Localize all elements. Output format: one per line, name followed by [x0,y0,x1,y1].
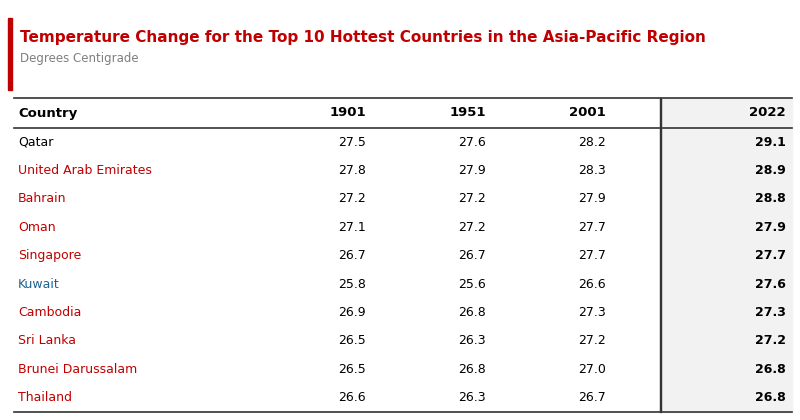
Text: Bahrain: Bahrain [18,192,66,205]
Text: 28.2: 28.2 [578,136,606,149]
Bar [8,18,12,90]
Text: 28.8: 28.8 [755,192,786,205]
Text: 27.1: 27.1 [338,221,366,234]
Text: 28.3: 28.3 [578,164,606,177]
Text: 26.5: 26.5 [338,363,366,376]
Text: 27.7: 27.7 [578,221,606,234]
Text: 27.7: 27.7 [578,249,606,262]
Text: 27.2: 27.2 [458,221,486,234]
Text: Temperature Change for the Top 10 Hottest Countries in the Asia-Pacific Region: Temperature Change for the Top 10 Hottes… [20,30,706,45]
Text: 27.2: 27.2 [755,334,786,347]
Text: United Arab Emirates: United Arab Emirates [18,164,152,177]
Text: 27.0: 27.0 [578,363,606,376]
Text: Kuwait: Kuwait [18,278,60,291]
Text: 26.8: 26.8 [755,391,786,404]
Text: 26.8: 26.8 [755,363,786,376]
Text: 27.7: 27.7 [755,249,786,262]
Text: 26.7: 26.7 [458,249,486,262]
Text: Oman: Oman [18,221,56,234]
Text: Singapore: Singapore [18,249,82,262]
Text: 26.7: 26.7 [578,391,606,404]
Text: 27.6: 27.6 [458,136,486,149]
Text: 29.1: 29.1 [755,136,786,149]
Text: 1951: 1951 [450,107,486,120]
Text: 2001: 2001 [570,107,606,120]
Text: Brunei Darussalam: Brunei Darussalam [18,363,138,376]
Text: 27.3: 27.3 [578,306,606,319]
Text: 27.2: 27.2 [458,192,486,205]
Text: 27.9: 27.9 [755,221,786,234]
Text: 1901: 1901 [330,107,366,120]
Text: 27.9: 27.9 [578,192,606,205]
Text: 26.5: 26.5 [338,334,366,347]
Text: 27.2: 27.2 [578,334,606,347]
Text: Cambodia: Cambodia [18,306,82,319]
Text: Country: Country [18,107,78,120]
Text: Sri Lanka: Sri Lanka [18,334,76,347]
Text: 25.6: 25.6 [458,278,486,291]
Text: 27.5: 27.5 [338,136,366,149]
Text: 25.8: 25.8 [338,278,366,291]
Text: 2022: 2022 [750,107,786,120]
Text: 26.8: 26.8 [458,363,486,376]
Text: 27.2: 27.2 [338,192,366,205]
Text: 27.6: 27.6 [755,278,786,291]
Text: 26.6: 26.6 [578,278,606,291]
Text: Thailand: Thailand [18,391,72,404]
Text: 27.8: 27.8 [338,164,366,177]
Bar [660,98,661,412]
Text: 26.3: 26.3 [458,334,486,347]
Text: 26.7: 26.7 [338,249,366,262]
Text: 27.3: 27.3 [755,306,786,319]
Text: Degrees Centigrade: Degrees Centigrade [20,52,138,65]
Text: 28.9: 28.9 [755,164,786,177]
Bar [660,98,792,412]
Text: 27.9: 27.9 [458,164,486,177]
Text: 26.9: 26.9 [338,306,366,319]
Text: Qatar: Qatar [18,136,54,149]
Text: 26.3: 26.3 [458,391,486,404]
Text: 26.6: 26.6 [338,391,366,404]
Text: 26.8: 26.8 [458,306,486,319]
